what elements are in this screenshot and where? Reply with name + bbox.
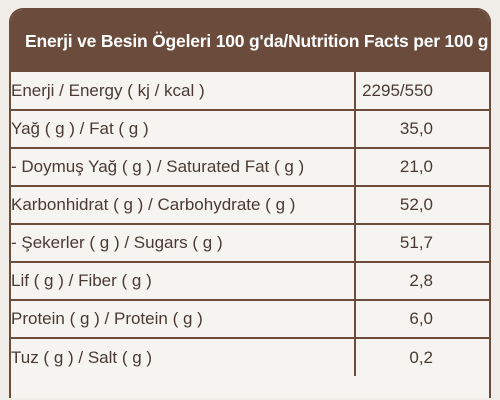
row-label: Yağ ( g ) / Fat ( g ): [11, 110, 356, 149]
row-value: 51,7: [355, 224, 489, 263]
row-label: - Şekerler ( g ) / Sugars ( g ): [11, 224, 356, 263]
table-row-sugars: - Şekerler ( g ) / Sugars ( g ) 51,7: [11, 224, 489, 263]
row-label: Lif ( g ) / Fiber ( g ): [11, 262, 356, 301]
row-label: Tuz ( g ) / Salt ( g ): [11, 338, 356, 376]
nutrition-table: Enerji / Energy ( kj / kcal ) 2295/550 Y…: [11, 72, 489, 376]
table-row-energy: Enerji / Energy ( kj / kcal ) 2295/550: [11, 72, 489, 111]
row-value: 0,2: [409, 347, 433, 367]
table-row-protein: Protein ( g ) / Protein ( g ) 6,0: [11, 300, 489, 339]
nutrition-title: Enerji ve Besin Ögeleri 100 g'da/Nutriti…: [11, 10, 489, 72]
row-value: 21,0: [355, 148, 489, 187]
row-value: 2,8: [355, 262, 489, 301]
row-label: Enerji / Energy ( kj / kcal ): [11, 72, 356, 111]
row-value: 35,0: [355, 110, 489, 149]
table-row-saturated-fat: - Doymuş Yağ ( g ) / Saturated Fat ( g )…: [11, 148, 489, 187]
table-row-fiber: Lif ( g ) / Fiber ( g ) 2,8: [11, 262, 489, 301]
nutrition-label: Enerji ve Besin Ögeleri 100 g'da/Nutriti…: [9, 8, 491, 398]
row-value: 52,0: [355, 186, 489, 225]
row-value: 2295/550: [355, 72, 489, 111]
row-label: Karbonhidrat ( g ) / Carbohydrate ( g ): [11, 186, 356, 225]
table-row-carbohydrate: Karbonhidrat ( g ) / Carbohydrate ( g ) …: [11, 186, 489, 225]
table-row-salt: Tuz ( g ) / Salt ( g ) 0,2: [11, 338, 489, 376]
table-row-fat: Yağ ( g ) / Fat ( g ) 35,0: [11, 110, 489, 149]
row-label: - Doymuş Yağ ( g ) / Saturated Fat ( g ): [11, 148, 356, 187]
row-label: Protein ( g ) / Protein ( g ): [11, 300, 356, 339]
row-value: 6,0: [355, 300, 489, 339]
